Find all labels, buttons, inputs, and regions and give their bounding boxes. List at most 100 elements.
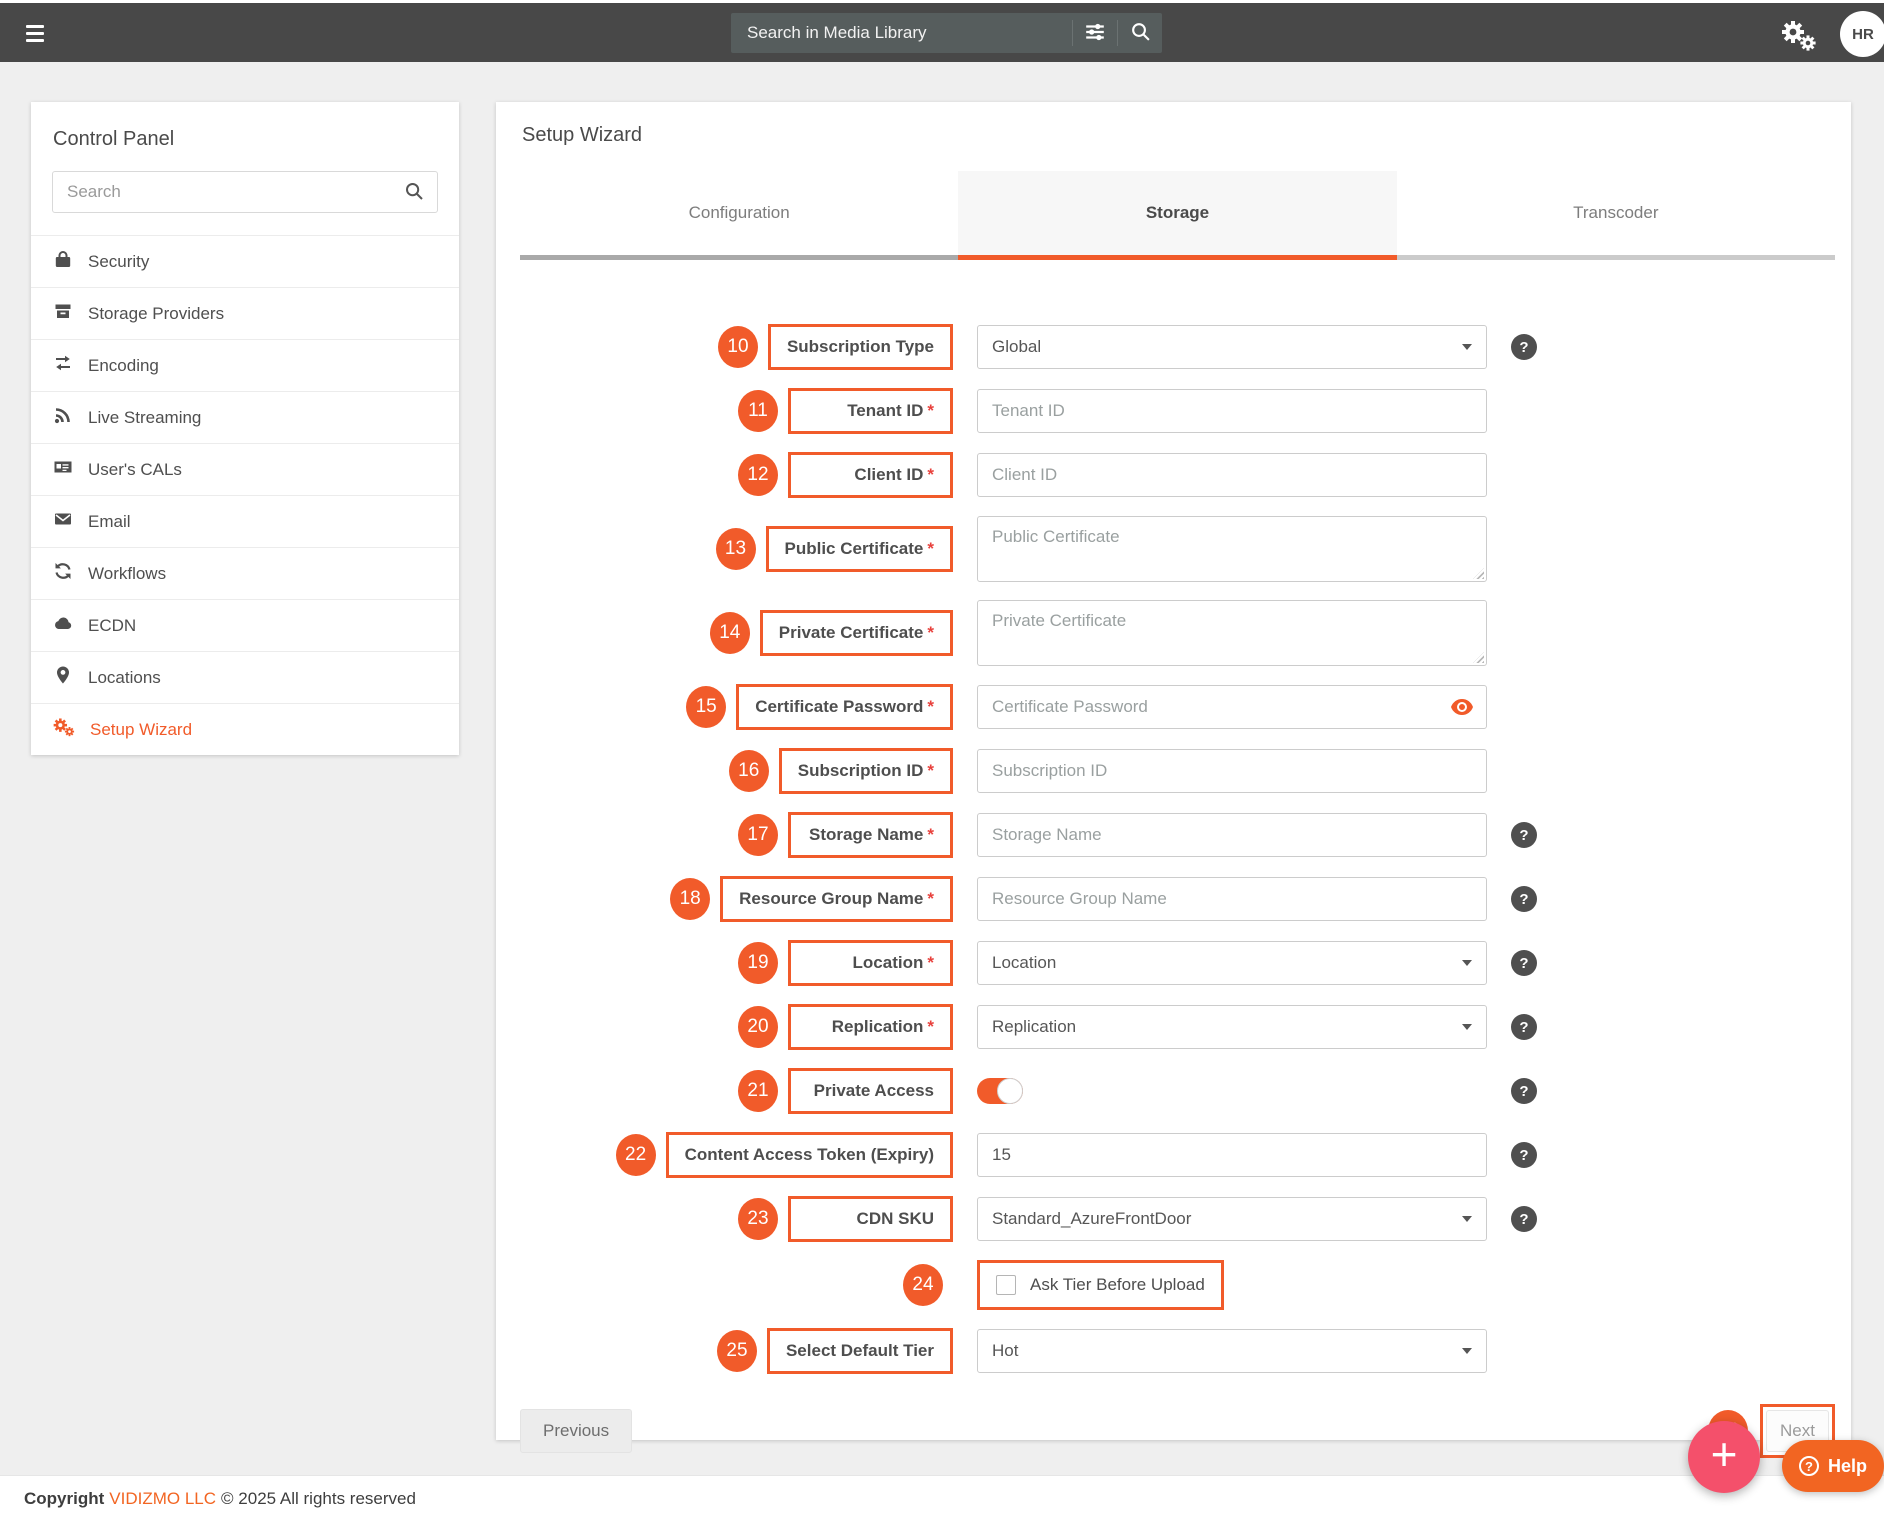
required-asterisk: *: [927, 697, 934, 716]
tab-transcoder[interactable]: Transcoder: [1573, 203, 1659, 222]
sliders-icon: [1084, 21, 1106, 46]
add-button[interactable]: +: [1688, 1421, 1760, 1493]
chevron-down-icon: [1462, 1348, 1472, 1354]
sidebar-item-label: Workflows: [88, 563, 167, 583]
eye-icon: [1450, 699, 1474, 719]
sidebar-item-encoding[interactable]: Encoding: [31, 339, 459, 391]
page-footer: Copyright VIDIZMO LLC © 2025 All rights …: [0, 1475, 1884, 1522]
form-row-cdn-sku: 23 CDN SKU Standard_AzureFrontDoor ?: [520, 1196, 1851, 1242]
sidebar-item-ecdn[interactable]: ECDN: [31, 599, 459, 651]
gears-icon: [53, 717, 75, 742]
tenant-id-input[interactable]: [977, 389, 1487, 433]
progress-segment-configuration: [520, 255, 959, 260]
certificate-password-input[interactable]: [977, 685, 1487, 729]
field-label-private-access: Private Access: [788, 1068, 953, 1114]
required-asterisk: *: [927, 465, 934, 484]
sidebar-item-workflows[interactable]: Workflows: [31, 547, 459, 599]
field-label-certificate-password: Certificate Password *: [736, 684, 953, 730]
field-label-cdn-sku: CDN SKU: [788, 1196, 953, 1242]
form-row-replication: 20 Replication * Replication ?: [520, 1004, 1851, 1050]
annotation-badge: 16: [728, 750, 769, 792]
field-label-content-access-token: Content Access Token (Expiry): [665, 1132, 953, 1178]
private-certificate-textarea[interactable]: [977, 600, 1487, 666]
cloud-icon: [53, 613, 73, 638]
help-icon[interactable]: ?: [1511, 1206, 1537, 1232]
annotation-badge: 25: [716, 1330, 757, 1372]
replication-select[interactable]: Replication: [977, 1005, 1487, 1049]
rss-icon: [53, 405, 73, 430]
user-avatar[interactable]: HR: [1840, 11, 1884, 57]
annotation-badge: 18: [670, 878, 711, 920]
sidebar-item-locations[interactable]: Locations: [31, 651, 459, 703]
sidebar-item-users-cals[interactable]: User's CALs: [31, 443, 459, 495]
toggle-knob: [997, 1078, 1023, 1104]
previous-button[interactable]: Previous: [520, 1409, 633, 1453]
top-navigation-bar: HR: [0, 0, 1884, 62]
help-icon[interactable]: ?: [1511, 822, 1537, 848]
form-row-storage-name: 17 Storage Name* ?: [520, 812, 1851, 858]
help-icon[interactable]: ?: [1511, 886, 1537, 912]
ask-tier-label: Ask Tier Before Upload: [1030, 1275, 1205, 1294]
sidebar-item-label: ECDN: [88, 615, 137, 635]
resize-handle[interactable]: [1473, 568, 1484, 579]
search-submit-button[interactable]: [1118, 13, 1162, 53]
sidebar-search-button[interactable]: [391, 172, 437, 212]
subscription-id-input[interactable]: [977, 749, 1487, 793]
lock-icon: [53, 249, 73, 274]
sidebar-item-setup-wizard[interactable]: Setup Wizard: [31, 703, 459, 755]
tab-storage[interactable]: Storage: [958, 171, 1397, 255]
avatar-initials: HR: [1852, 25, 1874, 43]
help-icon[interactable]: ?: [1511, 1142, 1537, 1168]
private-access-toggle[interactable]: [977, 1078, 1023, 1104]
resize-handle[interactable]: [1473, 652, 1484, 663]
field-label-resource-group-name: Resource Group Name *: [720, 876, 953, 922]
field-label-replication: Replication *: [788, 1004, 953, 1050]
required-asterisk: *: [927, 761, 934, 780]
annotation-badge: 17: [738, 814, 778, 856]
setup-wizard-panel: Setup Wizard Configuration Storage Trans…: [496, 102, 1851, 1458]
media-library-search: [731, 13, 1162, 53]
hamburger-menu-icon[interactable]: [26, 20, 52, 46]
content-access-token-input[interactable]: [977, 1133, 1487, 1177]
help-icon[interactable]: ?: [1511, 334, 1537, 360]
required-asterisk: *: [927, 623, 934, 642]
tab-configuration[interactable]: Configuration: [688, 203, 790, 222]
field-label-private-certificate: Private Certificate *: [759, 610, 953, 656]
chevron-down-icon: [1462, 1216, 1472, 1222]
company-link[interactable]: VIDIZMO LLC: [109, 1489, 217, 1508]
search-filters-button[interactable]: [1073, 13, 1117, 53]
help-icon[interactable]: ?: [1511, 950, 1537, 976]
form-row-resource-group-name: 18 Resource Group Name* ?: [520, 876, 1851, 922]
field-label-subscription-id: Subscription ID *: [778, 748, 953, 794]
field-label-subscription-type: Subscription Type: [767, 324, 953, 370]
progress-segment-storage: [958, 255, 1397, 260]
help-button[interactable]: ? Help: [1782, 1440, 1884, 1492]
help-icon[interactable]: ?: [1511, 1014, 1537, 1040]
media-library-search-input[interactable]: [731, 13, 1072, 53]
envelope-icon: [53, 509, 73, 534]
sidebar-item-email[interactable]: Email: [31, 495, 459, 547]
cdn-sku-select[interactable]: Standard_AzureFrontDoor: [977, 1197, 1487, 1241]
resource-group-name-input[interactable]: [977, 877, 1487, 921]
chevron-down-icon: [1462, 344, 1472, 350]
storage-name-input[interactable]: [977, 813, 1487, 857]
sidebar-item-label: Storage Providers: [88, 303, 225, 323]
sidebar-search-input[interactable]: [53, 172, 391, 212]
sidebar-item-security[interactable]: Security: [31, 235, 459, 287]
sidebar-item-storage-providers[interactable]: Storage Providers: [31, 287, 459, 339]
show-password-button[interactable]: [1450, 698, 1474, 716]
location-select[interactable]: Location: [977, 941, 1487, 985]
subscription-type-select[interactable]: Global: [977, 325, 1487, 369]
exchange-arrows-icon: [53, 353, 73, 378]
client-id-input[interactable]: [977, 453, 1487, 497]
sidebar-item-live-streaming[interactable]: Live Streaming: [31, 391, 459, 443]
default-tier-select[interactable]: Hot: [977, 1329, 1487, 1373]
annotation-badge: 22: [615, 1134, 656, 1176]
annotation-badge: 12: [738, 454, 778, 496]
portal-settings-button[interactable]: [1779, 18, 1819, 52]
annotation-badge: 19: [738, 942, 778, 984]
ask-tier-checkbox[interactable]: [996, 1275, 1016, 1295]
help-icon[interactable]: ?: [1511, 1078, 1537, 1104]
public-certificate-textarea[interactable]: [977, 516, 1487, 582]
